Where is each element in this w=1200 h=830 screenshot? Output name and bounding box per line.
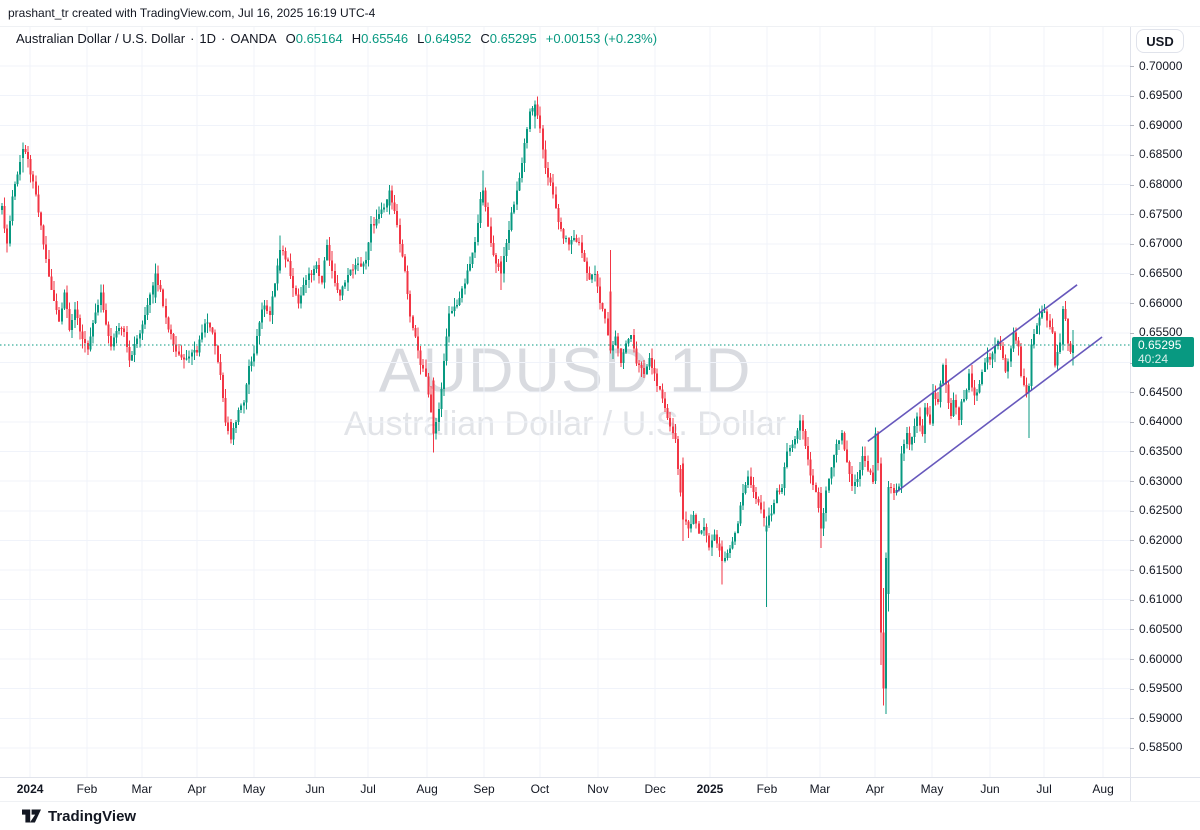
current-price-badge: 0.65295 40:24 xyxy=(1132,337,1194,367)
high-label: H xyxy=(351,31,362,46)
price-axis-label: 0.69500 xyxy=(1139,88,1183,103)
price-axis-label: 0.65500 xyxy=(1139,325,1183,340)
low-value: 0.64952 xyxy=(424,31,472,46)
time-axis-label: 2025 xyxy=(696,782,724,796)
footer: TradingView xyxy=(0,801,1200,830)
grid-lines xyxy=(0,27,1130,777)
time-axis-label: Jun xyxy=(305,782,325,796)
price-axis[interactable]: 0.70000 0.69500 0.69000 0.68500 0.68000 0.675… xyxy=(1130,27,1200,777)
price-axis-label: 0.63500 xyxy=(1139,443,1183,458)
price-axis-tick xyxy=(1130,332,1134,334)
candlestick-series[interactable] xyxy=(1,96,1075,715)
exchange-label[interactable]: OANDA xyxy=(230,31,277,46)
price-axis-label: 0.68000 xyxy=(1139,177,1183,192)
price-axis-label: 0.59500 xyxy=(1139,681,1183,696)
price-axis-label: 0.60500 xyxy=(1139,621,1183,636)
close-label: C xyxy=(480,31,490,46)
price-axis-tick xyxy=(1130,95,1134,97)
separator-dot: · xyxy=(190,31,195,46)
price-axis-tick xyxy=(1130,392,1134,394)
price-axis-tick xyxy=(1130,273,1134,275)
price-axis-label: 0.62500 xyxy=(1139,503,1183,518)
time-axis-label: Jul xyxy=(1036,782,1052,796)
low-label: L xyxy=(417,31,425,46)
time-axis-label: Jul xyxy=(360,782,376,796)
time-axis-label: May xyxy=(242,782,266,796)
time-axis-label: Feb xyxy=(756,782,778,796)
price-axis-tick xyxy=(1130,154,1134,156)
close-value: 0.65295 xyxy=(489,31,537,46)
price-axis-label: 0.68500 xyxy=(1139,147,1183,162)
bar-countdown: 40:24 xyxy=(1138,352,1169,366)
price-axis-tick xyxy=(1130,718,1134,720)
price-axis-label: 0.61500 xyxy=(1139,562,1183,577)
price-axis-label: 0.67000 xyxy=(1139,236,1183,251)
time-axis-label: Sep xyxy=(473,782,495,796)
price-axis-label: 0.66000 xyxy=(1139,295,1183,310)
open-value: 0.65164 xyxy=(295,31,343,46)
price-axis-label: 0.63000 xyxy=(1139,473,1183,488)
price-axis-label: 0.66500 xyxy=(1139,266,1183,281)
price-axis-tick xyxy=(1130,599,1134,601)
price-axis-tick xyxy=(1130,184,1134,186)
time-axis-label: Jun xyxy=(980,782,1000,796)
price-axis-label: 0.67500 xyxy=(1139,206,1183,221)
time-axis-label: 2024 xyxy=(16,782,44,796)
tradingview-logo-icon[interactable] xyxy=(22,809,41,823)
price-axis-tick xyxy=(1130,629,1134,631)
currency-unit-button[interactable]: USD xyxy=(1136,29,1184,53)
price-axis-label: 0.62000 xyxy=(1139,532,1183,547)
time-axis[interactable]: 2024 Feb Mar Apr May Jun Jul Aug Sep Oct Nov Dec 202… xyxy=(0,777,1130,802)
price-axis-tick xyxy=(1130,243,1134,245)
time-axis-label: Oct xyxy=(530,782,550,796)
time-axis-label: Apr xyxy=(865,782,885,796)
price-axis-tick xyxy=(1130,214,1134,216)
price-axis-label: 0.61000 xyxy=(1139,592,1183,607)
time-axis-label: Mar xyxy=(809,782,831,796)
time-axis-label: Apr xyxy=(187,782,207,796)
price-axis-label: 0.58500 xyxy=(1139,740,1183,755)
price-axis-tick xyxy=(1130,481,1134,483)
price-axis-tick xyxy=(1130,747,1134,749)
time-axis-label: Feb xyxy=(76,782,98,796)
price-axis-tick xyxy=(1130,303,1134,305)
time-axis-label: May xyxy=(920,782,944,796)
current-price-value: 0.65295 xyxy=(1138,338,1182,352)
parallel-channel-drawing[interactable] xyxy=(867,284,1103,494)
separator-dot: · xyxy=(221,31,226,46)
price-axis-tick xyxy=(1130,451,1134,453)
time-axis-label: Dec xyxy=(644,782,666,796)
symbol-title[interactable]: Australian Dollar / U.S. Dollar xyxy=(16,31,186,46)
time-axis-label: Mar xyxy=(131,782,153,796)
price-axis-tick xyxy=(1130,659,1134,660)
price-axis-tick xyxy=(1130,66,1134,67)
tradingview-logo-text[interactable]: TradingView xyxy=(48,807,137,825)
change-value: +0.00153 (+0.23%) xyxy=(545,31,658,46)
axis-corner xyxy=(1130,777,1200,801)
time-axis-label: Aug xyxy=(416,782,438,796)
price-axis-tick xyxy=(1130,125,1134,127)
price-axis-label: 0.64000 xyxy=(1139,414,1183,429)
price-axis-label: 0.59000 xyxy=(1139,710,1183,725)
open-label: O xyxy=(285,31,296,46)
price-axis-label: 0.70000 xyxy=(1139,58,1183,73)
price-axis-label: 0.64500 xyxy=(1139,384,1183,399)
time-axis-label: Aug xyxy=(1092,782,1114,796)
attribution-text: prashant_tr created with TradingView.com… xyxy=(0,0,1200,27)
high-value: 0.65546 xyxy=(361,31,409,46)
symbol-header[interactable]: Australian Dollar / U.S. Dollar · 1D · OANDA… xyxy=(16,31,657,46)
price-axis-tick xyxy=(1130,570,1134,572)
price-axis-tick xyxy=(1130,540,1134,542)
price-axis-tick xyxy=(1130,510,1134,512)
time-axis-label: Nov xyxy=(587,782,609,796)
price-axis-tick xyxy=(1130,421,1134,423)
price-axis-tick xyxy=(1130,688,1134,690)
interval-label[interactable]: 1D xyxy=(199,31,217,46)
price-axis-label: 0.69000 xyxy=(1139,117,1183,132)
price-axis-label: 0.60000 xyxy=(1139,651,1183,666)
